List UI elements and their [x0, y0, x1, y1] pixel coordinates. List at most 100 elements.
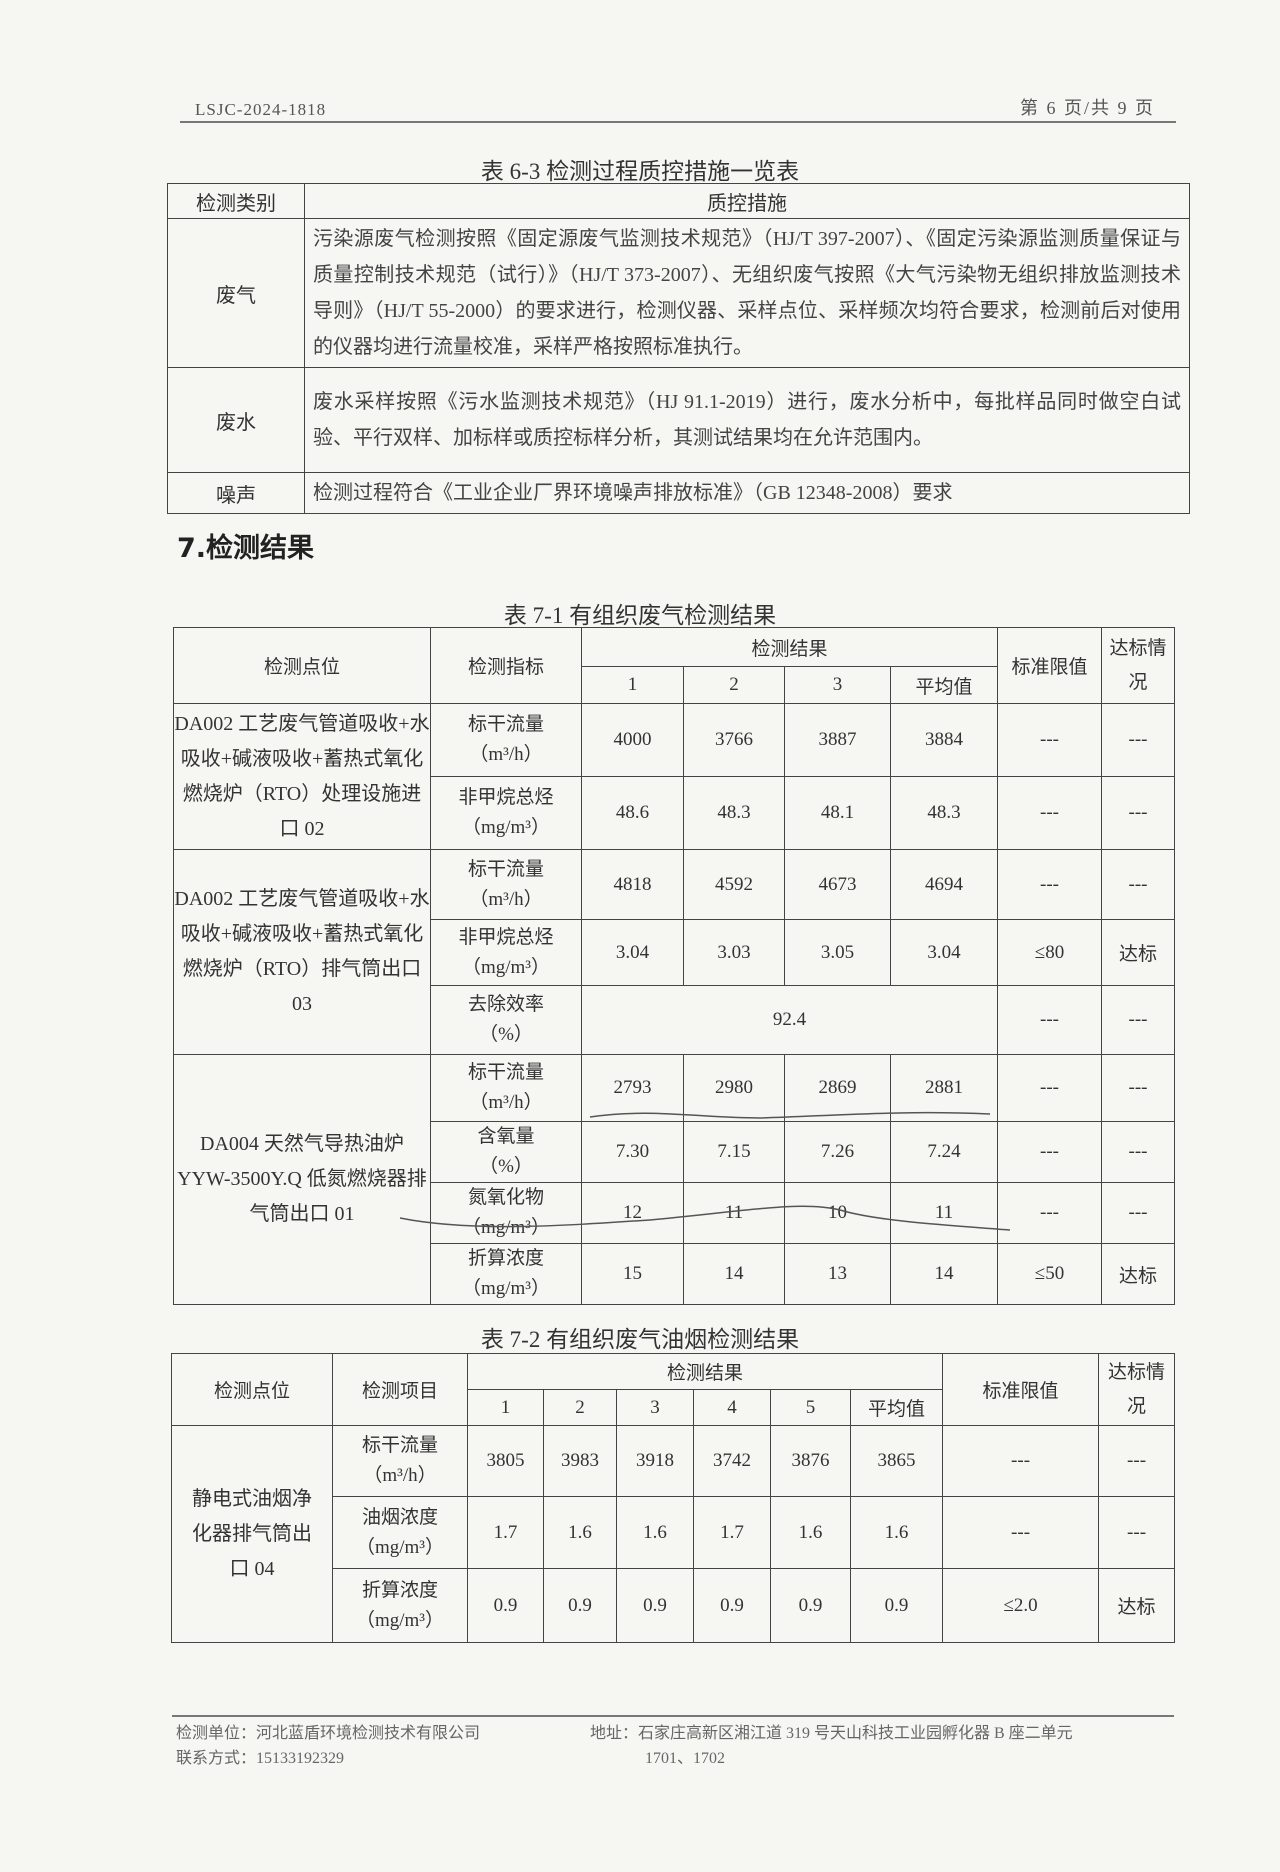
value-cell: 3876	[770, 1425, 851, 1497]
value-cell: 3742	[693, 1425, 771, 1497]
value-cell: 4592	[683, 849, 785, 920]
table-6-3-caption: 表 6-3 检测过程质控措施一览表	[480, 159, 800, 184]
indicator-name: 非甲烷总烃	[458, 787, 554, 808]
value-cell: 4673	[784, 849, 891, 920]
limit-cell: ---	[942, 1425, 1100, 1497]
indicator-name: 非甲烷总烃	[458, 926, 554, 948]
indicator-name: 折算浓度	[467, 1248, 544, 1269]
indicator-name: 氮氧化物	[467, 1187, 544, 1208]
table-header-row: 检测类别 质控措施	[167, 183, 1190, 219]
value-cell: 0.9	[770, 1568, 851, 1643]
value-cell: 3983	[543, 1425, 617, 1497]
item-cell: 标干流量 （m³/h）	[332, 1425, 468, 1497]
table-7-2: 检测点位 检测项目 检测结果 标准限值 达标情况 1 2 3 4 5 平均值 静…	[171, 1353, 1176, 1643]
indicator-name: 去除效率	[467, 994, 544, 1015]
header-results: 检测结果	[580, 627, 999, 667]
status-cell: ---	[1101, 703, 1176, 777]
value-cell: 1.6	[770, 1496, 851, 1569]
indicator-cell: 折算浓度 （mg/m³）	[430, 1243, 582, 1305]
average-cell: 0.9	[849, 1568, 944, 1643]
section-heading: 7.检测结果	[177, 533, 315, 564]
average-cell: 3884	[889, 703, 999, 777]
header-divider	[180, 121, 1176, 123]
table-row: 废水 废水采样按照《污水监测技术规范》（HJ 91.1-2019）进行，废水分析…	[167, 367, 1190, 473]
header-item: 检测项目	[332, 1353, 468, 1426]
value-cell: 1.6	[543, 1496, 617, 1569]
header-limit: 标准限值	[997, 627, 1103, 704]
value-cell: 7.26	[784, 1121, 891, 1183]
status-cell: ---	[1101, 849, 1176, 920]
table-row: 静电式油烟净化器排气筒出口 04 标干流量 （m³/h） 3805 3983 39…	[171, 1425, 1176, 1643]
limit-cell: ---	[997, 1121, 1103, 1183]
indicator-cell: 非甲烷总烃 （mg/m³）	[430, 776, 582, 850]
indicator-cell: 标干流量 （m³/h）	[430, 703, 582, 777]
value-cell: 7.30	[581, 1121, 684, 1183]
status-cell: ---	[1101, 776, 1176, 850]
status-cell: 达标	[1098, 1568, 1176, 1643]
indicator-cell: 标干流量 （m³/h）	[430, 1054, 582, 1122]
item-name: 标干流量	[361, 1435, 438, 1456]
category-cell: 废气	[167, 218, 305, 368]
value-cell: 0.9	[543, 1568, 617, 1643]
table-row: 噪声 检测过程符合《工业企业厂界环境噪声排放标准》（GB 12348-2008）…	[167, 472, 1190, 514]
limit-cell: ---	[997, 776, 1103, 850]
table-7-2-caption: 表 7-2 有组织废气油烟检测结果	[480, 1327, 800, 1352]
value-cell: 14	[683, 1243, 785, 1305]
category-cell: 废水	[167, 367, 305, 473]
indicator-cell: 标干流量 （m³/h）	[430, 849, 582, 920]
table-row: 非甲烷总烃 （mg/m³） 3.04 3.03 3.05 3.04 ≤80 达标	[174, 919, 1176, 986]
value-cell: 3766	[683, 703, 785, 777]
value-cell: 3918	[616, 1425, 694, 1497]
average-cell: 4694	[889, 849, 999, 920]
average-cell: 14	[889, 1243, 999, 1305]
table-6-3: 检测类别 质控措施 废气 污染源废气检测按照《固定源废气监测技术规范》（HJ/T…	[167, 183, 1190, 514]
indicator-unit: （m³/h）	[469, 1092, 543, 1113]
header-average: 平均值	[889, 666, 999, 704]
limit-cell: ≤50	[997, 1243, 1103, 1305]
item-name: 折算浓度	[361, 1579, 438, 1601]
table-row: DA004 天然气导热油炉 YYW-3500Y.Q 低氮燃烧器排气筒出口 01 …	[173, 1054, 1176, 1305]
category-cell: 噪声	[167, 472, 305, 514]
value-cell: 1.7	[467, 1496, 544, 1569]
limit-cell: ---	[997, 703, 1103, 777]
header-location: 检测点位	[173, 627, 431, 704]
value-cell: 3887	[784, 703, 891, 777]
limit-cell: ≤80	[997, 919, 1103, 986]
value-cell: 3805	[467, 1425, 544, 1497]
value-cell: 48.3	[683, 776, 785, 850]
value-cell: 0.9	[616, 1568, 694, 1643]
indicator-cell: 非甲烷总烃 （mg/m³）	[430, 919, 582, 986]
table-row: DA002 工艺废气管道吸收+水吸收+碱液吸收+蓄热式氧化燃烧炉（RTO）排气筒…	[173, 849, 1176, 1055]
header-run-1: 1	[467, 1389, 544, 1426]
table-row: 含氧量 （%） 7.30 7.15 7.26 7.24 --- ---	[174, 1121, 1176, 1183]
measure-cell: 废水采样按照《污水监测技术规范》（HJ 91.1-2019）进行，废水分析中，每…	[304, 367, 1190, 473]
indicator-cell: 去除效率 （%）	[430, 985, 582, 1055]
status-cell: ---	[1101, 1182, 1176, 1244]
status-cell: ---	[1101, 1121, 1176, 1183]
indicator-name: 含氧量	[477, 1126, 535, 1147]
value-cell: 4818	[581, 849, 684, 920]
header-run-3: 3	[784, 666, 891, 704]
footer-address-rooms: 1701、1702	[645, 1750, 726, 1767]
table-header-row: 1 2 3 平均值	[174, 666, 1175, 704]
value-cell: 2793	[581, 1054, 684, 1122]
value-cell: 1.7	[693, 1496, 771, 1569]
indicator-unit: （m³/h）	[469, 888, 543, 910]
indicator-unit: （mg/m³）	[461, 817, 551, 838]
header-run-3: 3	[616, 1389, 694, 1426]
location-cell: DA002 工艺废气管道吸收+水吸收+碱液吸收+蓄热式氧化燃烧炉（RTO）处理设…	[173, 703, 431, 850]
value-cell: 3.03	[683, 919, 785, 986]
average-cell: 7.24	[889, 1121, 999, 1183]
table-row: 去除效率 （%） 92.4 --- ---	[174, 985, 1176, 1055]
indicator-name: 标干流量	[467, 714, 544, 735]
header-location: 检测点位	[171, 1353, 333, 1426]
status-cell: 达标	[1101, 919, 1176, 986]
location-cell: DA004 天然气导热油炉 YYW-3500Y.Q 低氮燃烧器排气筒出口 01	[173, 1054, 431, 1305]
document-number: LSJC-2024-1818	[195, 100, 327, 119]
limit-cell: ---	[997, 1182, 1103, 1244]
indicator-name: 标干流量	[467, 858, 544, 880]
table-header-row: 1 2 3 4 5 平均值	[172, 1389, 1175, 1426]
status-cell: ---	[1098, 1496, 1176, 1569]
limit-cell: ---	[997, 849, 1103, 920]
indicator-unit: （mg/m³）	[461, 1278, 551, 1299]
